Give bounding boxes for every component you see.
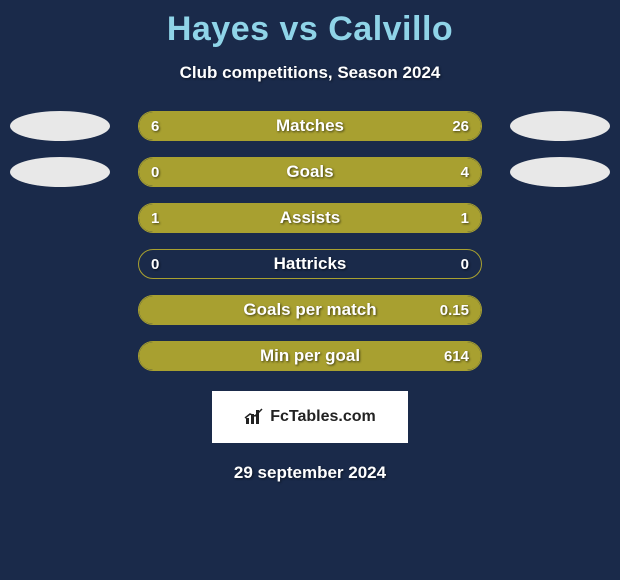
stat-label: Min per goal [139, 342, 481, 370]
stat-bar: 00Hattricks [138, 249, 482, 279]
team-badge-right [510, 157, 610, 187]
page-title: Hayes vs Calvillo [167, 10, 453, 49]
stat-label: Goals [139, 158, 481, 186]
stat-row: 626Matches [0, 111, 620, 141]
stat-bar: 0.15Goals per match [138, 295, 482, 325]
stat-label: Goals per match [139, 296, 481, 324]
stat-row: 04Goals [0, 157, 620, 187]
stat-bar: 626Matches [138, 111, 482, 141]
footer-brand-box: FcTables.com [212, 391, 408, 443]
chart-icon [244, 408, 266, 426]
stat-label: Matches [139, 112, 481, 140]
team-badge-left [10, 157, 110, 187]
root: Hayes vs Calvillo Club competitions, Sea… [0, 0, 620, 580]
stat-bar: 04Goals [138, 157, 482, 187]
footer-logo: FcTables.com [244, 408, 376, 426]
stat-bar: 11Assists [138, 203, 482, 233]
stat-row: 11Assists [0, 203, 620, 233]
stat-label: Assists [139, 204, 481, 232]
stats-rows: 626Matches 04Goals 11Assists 00Hattricks 0.1… [0, 111, 620, 371]
subtitle: Club competitions, Season 2024 [180, 63, 441, 83]
team-badge-right [510, 111, 610, 141]
team-badge-left [10, 111, 110, 141]
stat-row: 00Hattricks [0, 249, 620, 279]
stat-row: 0.15Goals per match [0, 295, 620, 325]
date-line: 29 september 2024 [234, 463, 386, 483]
stat-row: 614Min per goal [0, 341, 620, 371]
stat-bar: 614Min per goal [138, 341, 482, 371]
stat-label: Hattricks [139, 250, 481, 278]
footer-brand-text: FcTables.com [270, 408, 376, 426]
